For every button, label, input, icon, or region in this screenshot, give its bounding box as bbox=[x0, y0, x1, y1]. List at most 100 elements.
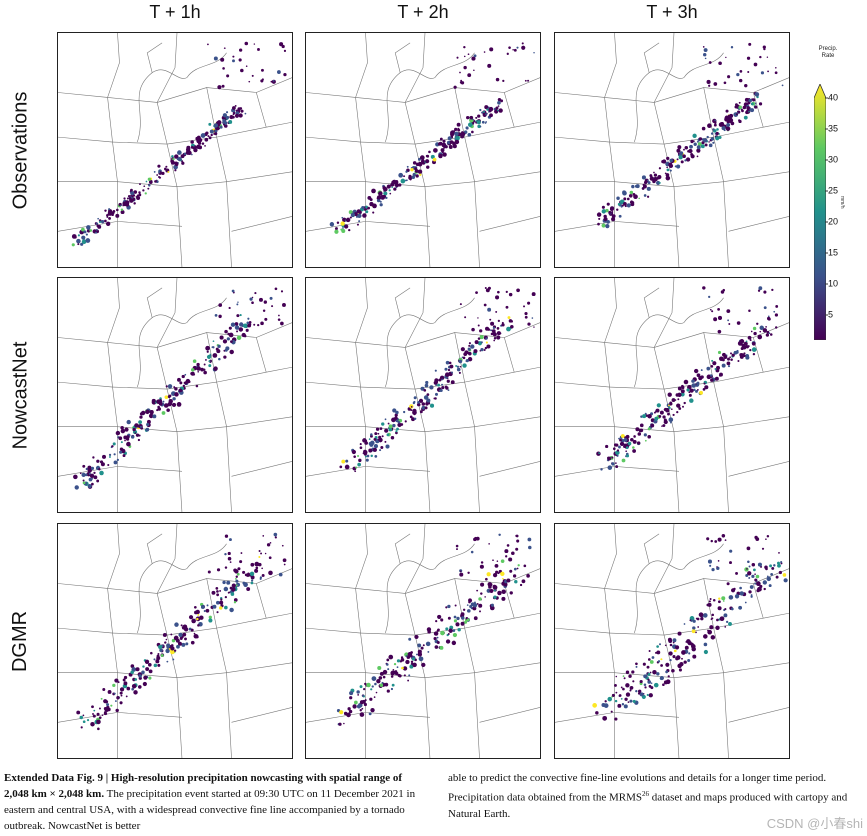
precip-cell bbox=[460, 134, 465, 139]
precip-cell bbox=[142, 665, 145, 668]
precip-cell bbox=[502, 79, 505, 83]
precip-cell bbox=[239, 48, 243, 52]
precip-cell bbox=[453, 85, 457, 89]
precip-cell bbox=[80, 227, 85, 232]
precip-cell bbox=[477, 114, 481, 118]
precip-cell bbox=[449, 364, 454, 369]
precip-cell bbox=[473, 349, 478, 354]
caption-body-right-1: able to predict the convective fine-line… bbox=[448, 772, 827, 804]
precip-cell bbox=[370, 454, 373, 458]
precip-cell bbox=[659, 675, 664, 681]
state-border bbox=[107, 278, 120, 343]
precip-cell bbox=[376, 195, 382, 200]
precip-cell bbox=[177, 377, 181, 382]
precip-cell bbox=[713, 123, 717, 127]
precip-cell bbox=[200, 367, 204, 372]
precip-cell bbox=[216, 593, 220, 597]
precip-cell bbox=[641, 175, 646, 180]
precip-cell bbox=[723, 615, 726, 618]
precip-cell bbox=[606, 202, 610, 206]
precip-cell bbox=[257, 48, 260, 51]
state-border bbox=[112, 632, 178, 678]
precip-cell bbox=[135, 667, 140, 672]
precip-cell bbox=[734, 105, 738, 109]
precip-cell bbox=[339, 710, 344, 715]
map-graphic bbox=[555, 278, 789, 512]
precip-cell bbox=[463, 55, 466, 58]
precip-cell bbox=[107, 211, 113, 216]
precip-cell bbox=[222, 113, 228, 118]
precip-cell bbox=[192, 143, 195, 146]
precip-cell bbox=[725, 56, 727, 59]
precip-cell bbox=[452, 142, 456, 146]
precip-cell bbox=[679, 152, 683, 156]
precip-cell bbox=[221, 84, 225, 88]
precip-cell bbox=[220, 598, 223, 601]
precip-cell bbox=[402, 666, 408, 671]
precip-cell bbox=[475, 120, 478, 122]
state-border bbox=[723, 416, 789, 428]
state-border bbox=[614, 221, 679, 227]
precip-cell bbox=[143, 185, 146, 188]
state-border bbox=[365, 181, 431, 267]
precip-cell bbox=[720, 290, 725, 294]
precip-cell bbox=[132, 427, 136, 432]
state-border bbox=[186, 52, 227, 78]
state-border bbox=[424, 672, 480, 758]
precip-cell bbox=[170, 160, 175, 165]
precip-cell bbox=[403, 175, 406, 178]
precip-cell bbox=[527, 301, 531, 305]
precip-cell bbox=[268, 556, 272, 560]
precip-cell bbox=[603, 703, 609, 708]
precip-cell bbox=[394, 670, 398, 673]
precip-cell bbox=[698, 137, 703, 141]
precip-cell bbox=[159, 648, 163, 652]
precip-cell bbox=[493, 595, 497, 599]
state-border bbox=[609, 632, 675, 678]
precip-cell bbox=[747, 345, 750, 348]
precip-cell bbox=[201, 142, 205, 145]
precip-cell bbox=[698, 612, 704, 618]
precip-cell bbox=[455, 135, 460, 141]
precip-cell bbox=[234, 325, 240, 330]
precip-cell bbox=[126, 435, 130, 439]
precip-cell bbox=[349, 696, 353, 700]
precip-cell bbox=[395, 431, 398, 435]
precip-cell bbox=[667, 392, 672, 397]
state-border bbox=[117, 712, 182, 718]
precip-cell bbox=[492, 573, 498, 578]
precip-cell bbox=[601, 209, 606, 214]
precip-cell bbox=[703, 138, 708, 143]
precip-cell bbox=[389, 192, 392, 195]
precip-cell bbox=[348, 709, 353, 714]
precip-cell bbox=[643, 194, 647, 197]
precip-cell bbox=[197, 613, 200, 616]
precip-cell bbox=[394, 183, 400, 188]
precip-cell bbox=[126, 686, 131, 691]
precip-cell bbox=[721, 596, 726, 601]
precip-cell bbox=[601, 205, 605, 209]
precip-cell bbox=[497, 100, 501, 105]
precip-cell bbox=[630, 437, 634, 442]
precip-cell bbox=[754, 92, 760, 97]
precip-cell bbox=[144, 192, 147, 195]
precip-cell bbox=[669, 158, 673, 163]
state-border bbox=[604, 524, 617, 589]
precip-cell bbox=[453, 130, 456, 133]
precip-cell bbox=[709, 598, 712, 601]
precip-cell bbox=[92, 456, 95, 459]
precip-cell bbox=[379, 683, 384, 687]
precip-cell bbox=[662, 159, 667, 164]
precip-cell bbox=[700, 369, 703, 372]
precip-cell bbox=[369, 697, 373, 701]
precip-cell bbox=[512, 49, 514, 51]
precip-cell bbox=[757, 334, 763, 340]
precip-cell bbox=[760, 71, 765, 75]
precip-cell bbox=[459, 71, 461, 74]
precip-cell bbox=[642, 414, 647, 419]
precip-cell bbox=[751, 341, 756, 346]
precip-cell bbox=[93, 709, 96, 712]
precip-cell bbox=[477, 124, 481, 129]
caption-body-right-2: dataset and maps produced with cartopy a… bbox=[448, 791, 848, 820]
precip-cell bbox=[379, 200, 382, 203]
